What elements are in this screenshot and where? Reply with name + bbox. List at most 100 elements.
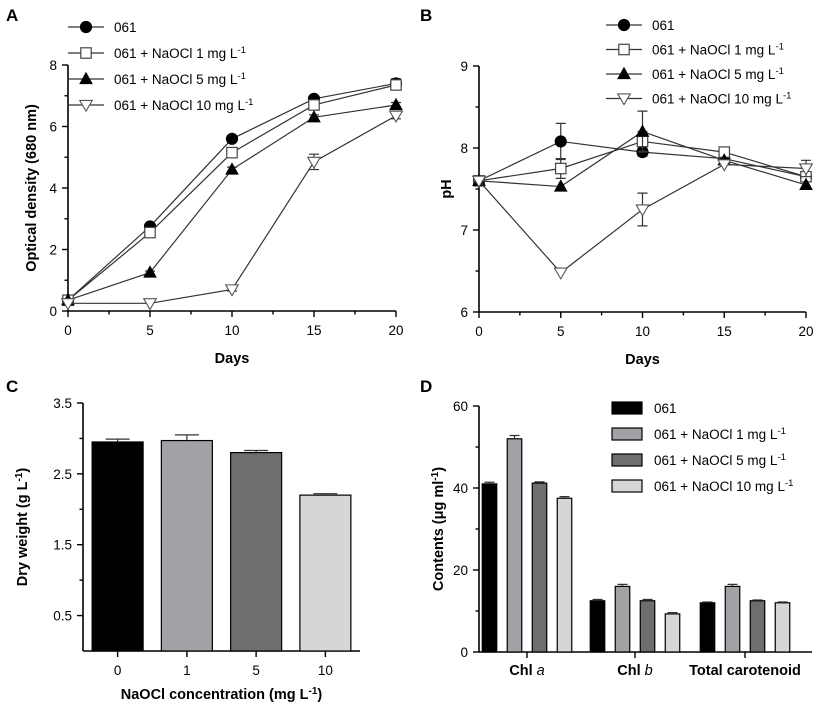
legend-swatch [611,401,643,415]
data-point [554,135,567,148]
x-tick-label: 0 [64,323,72,338]
legend-label-main: 061 + NaOCl 10 mg L [654,479,785,494]
y-tick-label: 20 [453,563,468,578]
data-point [142,298,158,311]
legend-label-sup: -1 [775,66,783,77]
bar [589,600,606,653]
y-axis-title: pH [439,179,455,198]
legend-label-sup: -1 [785,478,793,489]
x-tick-label-main: Total carotenoid [689,663,801,679]
data-point [554,162,567,175]
data-point [143,265,157,278]
data-point [553,267,569,280]
y-tick-label: 60 [453,399,468,414]
bar [91,441,144,652]
series-1 [62,79,402,307]
panel-letter-d: D [420,377,432,396]
category-group [699,583,791,653]
panel-c: C 0.5 1.5 2.5 3.5 0 1 5 10 NaOCl concentration (m… [6,377,360,703]
legend-marker [617,18,631,32]
panel-b: B 0 5 10 15 20 6 7 8 9 Days pH 061 061 + NaOCl 1 mg L… [420,6,814,368]
legend-label-main: 061 [652,18,675,33]
y-axis-title-main: Contents (μg ml [431,481,447,591]
legend-label-main: 061 + NaOCl 5 mg L [652,67,776,82]
data-point [308,99,320,111]
legend-label-sup: -1 [777,426,785,437]
y-tick-label: 2 [49,243,57,258]
y-tick-label: 7 [460,223,468,238]
legend-marker [617,66,631,80]
data-point [553,179,568,192]
y-axis-title-end: ) [15,468,31,473]
legend-swatch [611,479,643,493]
legend-label: 061 + NaOCl 1 mg L-1 [114,45,246,62]
legend-label: 061 + NaOCl 5 mg L-1 [654,452,786,469]
legend-label-sup: -1 [245,97,253,108]
x-tick-label: 1 [183,663,191,678]
data-point [798,163,814,176]
error-bar [617,583,628,587]
bar [556,497,573,653]
y-axis-title: Optical density (680 nm) [24,104,40,272]
y-axis-title: Contents (μg ml-1) [430,467,448,591]
legend-swatch [611,427,643,441]
y-tick-label: 6 [49,120,57,135]
data-point [799,177,813,190]
x-tick-label: 15 [717,324,732,339]
legend-label: 061 + NaOCl 5 mg L-1 [114,71,246,88]
y-tick-label: 0.5 [53,609,72,624]
data-point [144,226,156,239]
x-tick-label: 5 [146,323,154,338]
data-point [635,204,650,217]
x-axis-title: NaOCl concentration (mg L-1) [121,686,323,704]
bar [481,483,498,653]
series-2 [472,110,813,192]
bar [230,452,283,652]
y-axis-title-sup: -1 [430,471,441,480]
error-bar [642,598,653,601]
error-bar [667,612,678,614]
error-bar [752,599,763,601]
legend-label: 061 + NaOCl 1 mg L-1 [652,41,784,58]
legend-marker [616,93,632,106]
legend-label-main: 061 + NaOCl 10 mg L [114,98,245,113]
x-tick-label-main: Chl [509,663,536,679]
y-axis-title-main: Dry weight (g L [15,481,31,586]
legend-label: 061 [654,401,677,416]
x-tick-label: 0 [114,663,122,678]
legend-label: 061 + NaOCl 10 mg L-1 [654,478,793,495]
y-tick-label: 1.5 [53,538,72,553]
data-point [389,97,403,111]
y-tick-label: 4 [49,181,57,196]
x-tick-label: Chl b [617,663,652,679]
series-3 [471,159,814,280]
data-point [225,162,239,175]
data-point [307,110,321,123]
series-line [67,84,397,301]
x-tick-label-italic: b [645,663,653,679]
legend-swatch [611,453,643,467]
data-point [716,159,732,172]
y-axis-title: Dry weight (g L-1) [14,468,32,587]
x-tick-label: Chl a [509,663,544,679]
panel-letter-a: A [6,6,18,25]
x-tick-label: 0 [475,324,483,339]
data-point [226,146,238,159]
bar [749,600,766,653]
x-tick-label: 10 [318,663,333,678]
error-bar [534,481,545,484]
data-point [306,156,322,170]
bar [299,494,352,652]
panel-a: A 0 5 10 15 20 0 2 4 6 8 Days Optical density (680 n… [6,6,404,367]
x-axis-title-sup: -1 [308,686,317,697]
legend-label-main: 061 + NaOCl 10 mg L [652,92,783,107]
data-point [225,132,239,145]
bar [639,600,656,653]
legend-label-main: 061 + NaOCl 1 mg L [652,43,776,58]
x-axis-title: Days [215,351,250,367]
y-tick-label: 8 [460,141,468,156]
x-axis-title-end: ) [317,687,322,703]
